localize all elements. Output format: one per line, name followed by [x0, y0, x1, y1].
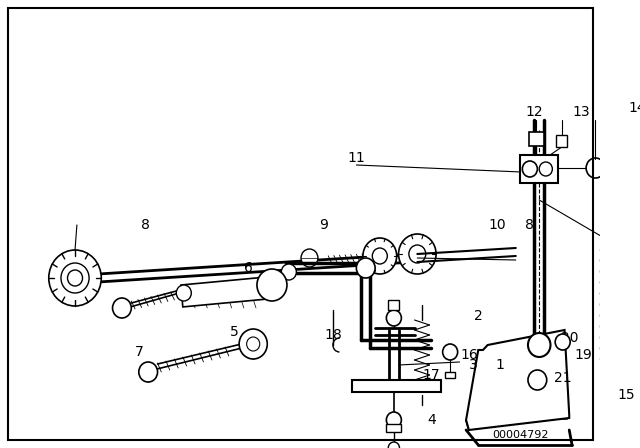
Text: 19: 19	[575, 348, 592, 362]
Text: 4: 4	[427, 413, 436, 427]
Text: 12: 12	[525, 105, 543, 119]
Text: 11: 11	[348, 151, 365, 165]
Circle shape	[113, 298, 131, 318]
Circle shape	[555, 334, 570, 350]
Text: 2: 2	[474, 309, 483, 323]
FancyBboxPatch shape	[520, 155, 558, 183]
Circle shape	[239, 329, 268, 359]
Text: 8: 8	[525, 218, 534, 232]
Text: 17: 17	[422, 368, 440, 382]
Bar	[181, 277, 267, 307]
Circle shape	[301, 249, 318, 267]
Text: 10: 10	[488, 218, 506, 232]
Text: 13: 13	[573, 105, 590, 119]
Text: 8: 8	[141, 218, 150, 232]
Circle shape	[363, 238, 397, 274]
Text: 7: 7	[134, 345, 143, 359]
Circle shape	[176, 285, 191, 301]
Circle shape	[399, 234, 436, 274]
Circle shape	[246, 337, 260, 351]
Polygon shape	[466, 330, 569, 430]
Text: 9: 9	[319, 218, 328, 232]
Text: 5: 5	[230, 325, 239, 339]
Bar	[445, 372, 455, 378]
Text: 20: 20	[561, 331, 579, 345]
Text: 18: 18	[324, 328, 342, 342]
Text: 14: 14	[629, 101, 640, 115]
Circle shape	[409, 245, 426, 263]
Circle shape	[372, 248, 387, 264]
FancyBboxPatch shape	[529, 132, 544, 146]
Text: 1: 1	[495, 358, 504, 372]
Text: 16: 16	[460, 348, 478, 362]
Circle shape	[257, 269, 287, 301]
Circle shape	[68, 270, 83, 286]
Text: 15: 15	[618, 388, 636, 402]
Circle shape	[49, 250, 101, 306]
Text: 21: 21	[554, 371, 572, 385]
Circle shape	[388, 442, 399, 448]
Circle shape	[356, 258, 375, 278]
Circle shape	[61, 263, 89, 293]
Circle shape	[522, 161, 538, 177]
Text: 3: 3	[469, 358, 478, 372]
Circle shape	[139, 362, 157, 382]
Circle shape	[387, 310, 401, 326]
Text: 6: 6	[244, 261, 253, 275]
Circle shape	[540, 162, 552, 176]
Text: 00004792: 00004792	[492, 430, 548, 440]
Bar	[351, 380, 441, 392]
Circle shape	[528, 333, 550, 357]
Circle shape	[528, 370, 547, 390]
Circle shape	[387, 412, 401, 428]
Circle shape	[282, 264, 296, 280]
Circle shape	[443, 344, 458, 360]
Bar	[388, 300, 399, 310]
FancyBboxPatch shape	[556, 135, 568, 147]
Circle shape	[586, 158, 605, 178]
Bar	[387, 424, 401, 432]
